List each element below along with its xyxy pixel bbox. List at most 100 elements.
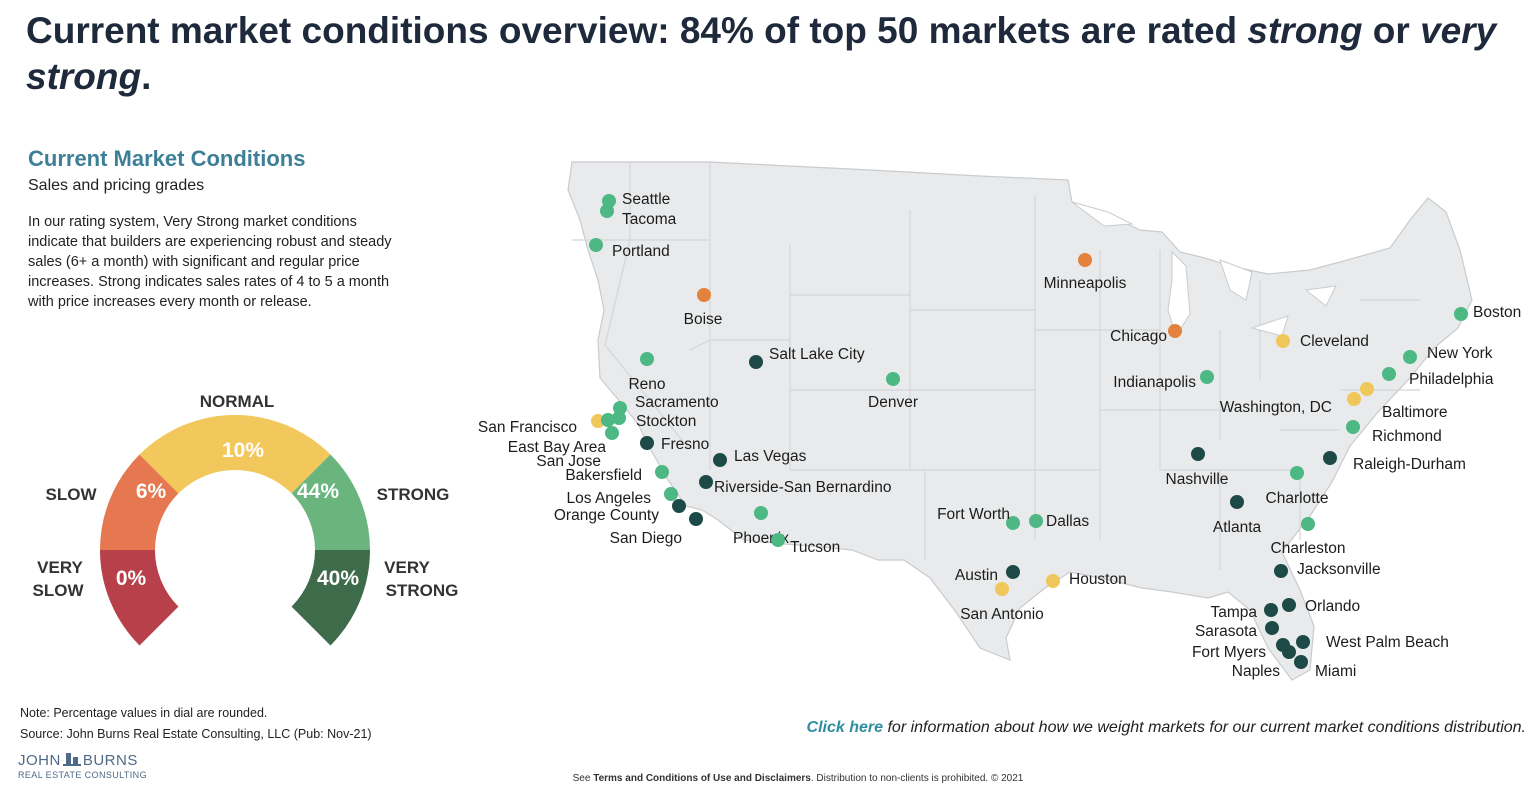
label-cleveland: Cleveland <box>1300 333 1369 350</box>
us-market-map: Seattle Tacoma Portland Boise RenoSacramento… <box>478 161 1521 681</box>
panel-title: Current Market Conditions <box>28 146 306 171</box>
logo-subtitle: REAL ESTATE CONSULTING <box>18 770 147 780</box>
marker-naples <box>1282 645 1296 659</box>
label-dallas: Dallas <box>1046 513 1089 530</box>
title-emphasis-very-strong: very strong <box>26 10 1497 97</box>
label-stockton: Stockton <box>636 413 696 430</box>
label-orlando: Orlando <box>1305 598 1360 615</box>
marker-salt-lake-city <box>749 355 763 369</box>
dial-values: 0% 6% 10% 44% 40% <box>116 439 360 590</box>
label-fort-myers: Fort Myers <box>1192 644 1266 661</box>
marker-austin <box>1006 565 1020 579</box>
marker-boise <box>697 288 711 302</box>
label-sacramento: Sacramento <box>635 394 719 411</box>
marker-portland <box>589 238 603 252</box>
marker-raleigh-durham <box>1323 451 1337 465</box>
label-las-vegas: Las Vegas <box>734 448 807 465</box>
title-part-2: or <box>1362 10 1421 51</box>
marker-indianapolis <box>1200 370 1214 384</box>
marker-los-angeles <box>664 487 678 501</box>
label-fort-worth: Fort Worth <box>937 506 1010 523</box>
state-borders <box>572 162 1420 570</box>
marker-charleston <box>1301 517 1315 531</box>
marker-minneapolis <box>1078 253 1092 267</box>
dial-value-strong: 44% <box>297 480 339 503</box>
dial-segment-strong <box>291 454 370 550</box>
marker-san-jose <box>601 413 615 427</box>
label-houston: Houston <box>1069 571 1127 588</box>
marker-fresno <box>640 436 654 450</box>
dial-label-very-strong-1: VERY <box>384 558 430 577</box>
marker-dallas <box>1029 514 1043 528</box>
marker-fort-worth <box>1006 516 1020 530</box>
dial-value-very-strong: 40% <box>317 567 359 590</box>
dial-value-very-slow: 0% <box>116 567 147 590</box>
label-portland: Portland <box>612 243 670 260</box>
label-nashville: Nashville <box>1166 471 1229 488</box>
label-minneapolis: Minneapolis <box>1044 275 1127 292</box>
panel-description: In our rating system, Very Strong market… <box>28 214 392 310</box>
title-emphasis-strong: strong <box>1247 10 1363 51</box>
dial-note: Note: Percentage values in dial are roun… <box>20 706 268 720</box>
footer-post: . Distribution to non-clients is prohibi… <box>810 773 1024 784</box>
marker-jacksonville <box>1274 564 1288 578</box>
marker-cleveland <box>1276 334 1290 348</box>
market-markers: Seattle Tacoma Portland Boise RenoSacramento… <box>478 191 1521 680</box>
label-charleston: Charleston <box>1271 540 1346 557</box>
marker-stockton <box>612 411 626 425</box>
dial-segment-very-strong <box>291 550 370 646</box>
label-boston: Boston <box>1473 304 1521 321</box>
label-new-york: New York <box>1427 345 1493 362</box>
dial-label-very-slow-1: VERY <box>37 558 83 577</box>
marker-bakersfield <box>655 465 669 479</box>
click-here-link[interactable]: Click here <box>806 719 884 736</box>
label-reno: Reno <box>628 376 665 393</box>
label-chicago: Chicago <box>1110 328 1167 345</box>
dial-segment-very-slow <box>100 550 179 646</box>
page-title: Current market conditions overview: 84% … <box>26 8 1516 100</box>
footer-pre: See <box>572 773 594 784</box>
marker-tucson <box>771 533 785 547</box>
marker-charlotte <box>1290 466 1304 480</box>
title-part-3: . <box>141 56 152 97</box>
dial-label-very-slow-2: SLOW <box>33 581 85 600</box>
label-austin: Austin <box>955 567 998 584</box>
label-washington-dc: Washington, DC <box>1220 399 1332 416</box>
label-boise: Boise <box>684 311 723 328</box>
marker-tacoma <box>600 204 614 218</box>
marker-orlando <box>1282 598 1296 612</box>
marker-houston <box>1046 574 1060 588</box>
dial-label-normal: NORMAL <box>200 392 275 411</box>
label-seattle: Seattle <box>622 191 670 208</box>
label-san-francisco: San Francisco <box>478 419 577 436</box>
marker-richmond <box>1346 420 1360 434</box>
marker-boston <box>1454 307 1468 321</box>
footer-disclaimer: See Terms and Conditions of Use and Disc… <box>0 773 1536 784</box>
label-los-angeles: Los Angeles <box>567 490 652 507</box>
dial-arcs <box>100 415 370 646</box>
weighting-info: Click here for information about how we … <box>807 719 1526 737</box>
label-tampa: Tampa <box>1210 604 1257 621</box>
market-conditions-dial: 0% 6% 10% 44% 40% NORMAL SLOW STRONG VER… <box>33 392 459 646</box>
label-san-jose: San Jose <box>536 453 601 470</box>
terms-link[interactable]: Terms and Conditions of Use and Disclaim… <box>593 773 811 784</box>
marker-phoenix <box>754 506 768 520</box>
label-richmond: Richmond <box>1372 428 1442 445</box>
dial-label-strong: STRONG <box>377 485 450 504</box>
marker-orange-county <box>672 499 686 513</box>
dial-labels: NORMAL SLOW STRONG VERY SLOW VERY STRONG <box>33 392 459 600</box>
marker-chicago <box>1168 324 1182 338</box>
dial-segment-normal <box>139 415 331 494</box>
building-icon <box>62 753 81 766</box>
label-atlanta: Atlanta <box>1213 519 1262 536</box>
marker-san-diego <box>689 512 703 526</box>
label-tacoma: Tacoma <box>622 211 677 228</box>
label-san-diego: San Diego <box>610 530 682 547</box>
marker-new-york <box>1403 350 1417 364</box>
label-west-palm-beach: West Palm Beach <box>1326 634 1449 651</box>
marker-nashville <box>1191 447 1205 461</box>
label-sarasota: Sarasota <box>1195 623 1257 640</box>
marker-baltimore <box>1360 382 1374 396</box>
label-denver: Denver <box>868 394 918 411</box>
logo-text-burns: BURNS <box>82 752 138 769</box>
